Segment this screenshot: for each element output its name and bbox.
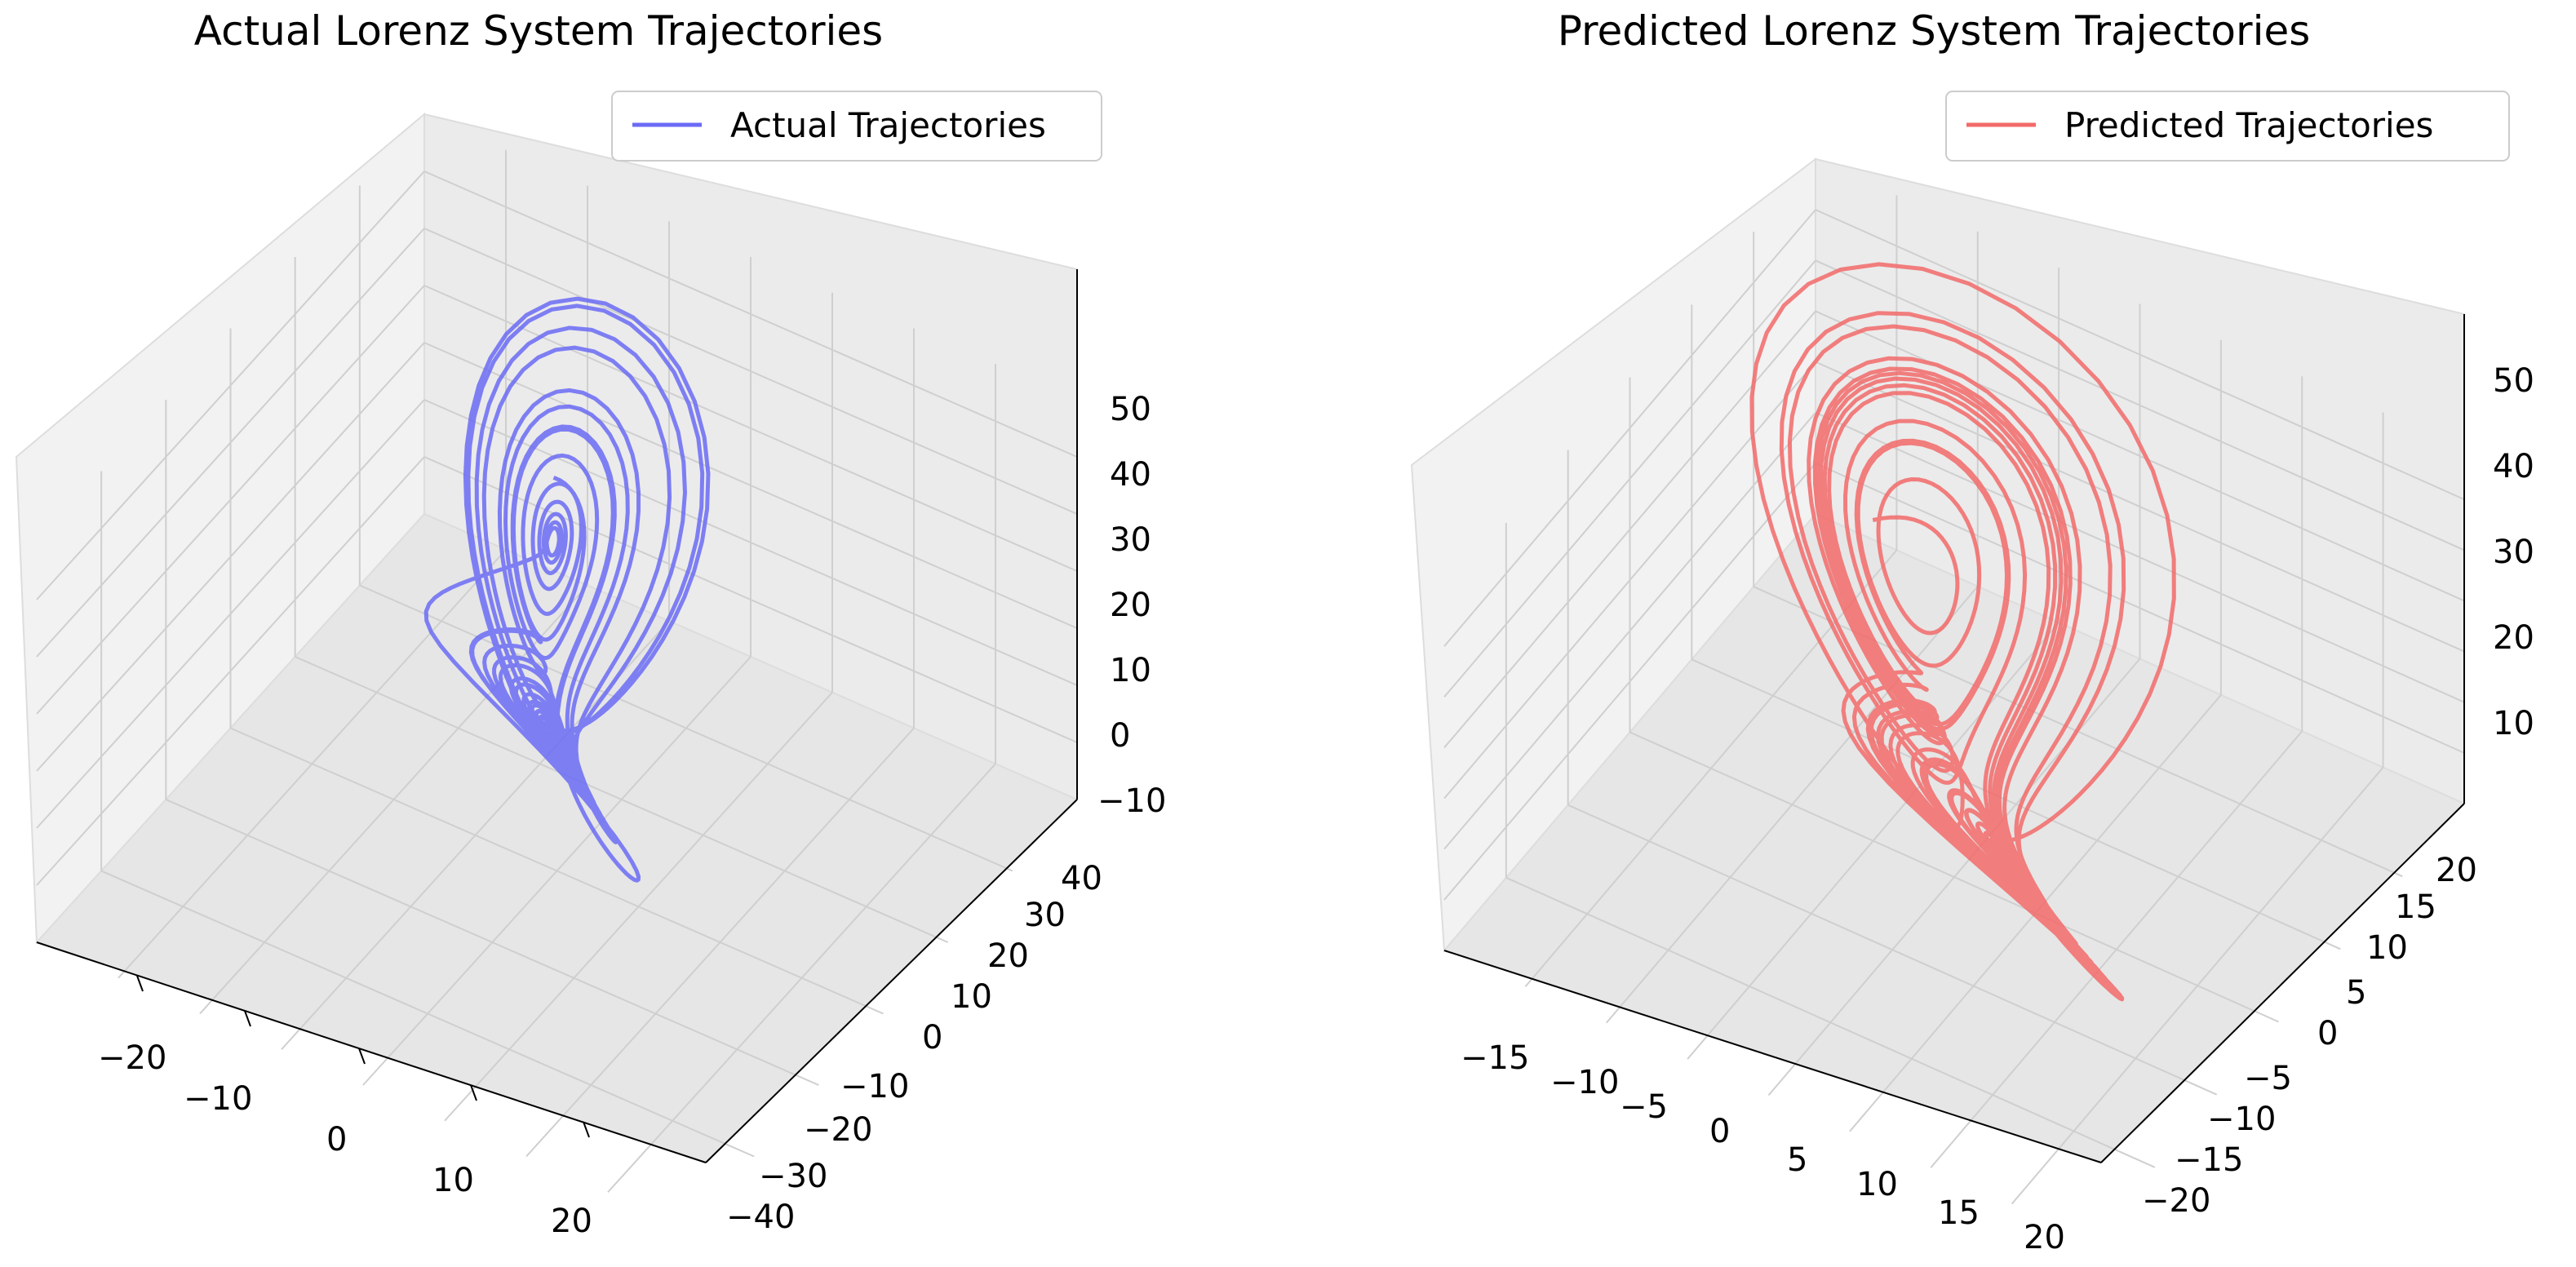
predicted-x-tick-label: 0 [1709,1113,1730,1150]
gridline [423,228,1078,515]
predicted-y-tick-label: −15 [2175,1141,2243,1179]
actual-y-tick-label: 30 [1024,897,1066,934]
actual-legend-label: Actual Trajectories [730,105,1046,145]
actual-y-ticks: −40 −30 −20 −10 0 10 20 30 40 [726,860,1102,1236]
actual-y-tick-label: 20 [987,937,1029,975]
predicted-x-ticks: −15 −10 −5 0 5 10 15 20 [1461,1039,2065,1256]
gridline [117,549,507,979]
gridline [1443,259,1816,698]
gridline [1815,462,2465,754]
gridline [607,763,996,1193]
actual-y-tick-label: −10 [840,1068,909,1105]
gridline [1930,730,2303,1168]
actual-z-tick-label: 50 [1110,391,1151,428]
predicted-y-tick-label: −10 [2207,1101,2276,1138]
actual-x-tick-label: −10 [184,1080,252,1118]
predicted-legend: Predicted Trajectories [1945,91,2510,162]
actual-x-axis-line [36,941,707,1163]
actual-x-tick-label: 10 [432,1162,474,1199]
gridline [1815,209,2465,501]
actual-z-tick-label: 30 [1110,521,1151,559]
gridline [36,456,425,886]
predicted-y-tick-label: 20 [2436,852,2477,889]
predicted-chart-title: Predicted Lorenz System Trajectories [1558,7,2311,55]
gridline [444,692,833,1122]
actual-chart-title: Actual Lorenz System Trajectories [194,7,883,55]
actual-x-ticks: −20 −10 0 10 20 [98,975,592,1240]
gridline [1815,411,2465,703]
predicted-z-tick-label: 40 [2493,448,2534,485]
gridline [1815,361,2465,653]
predicted-z-tick-label: 10 [2493,705,2534,742]
trajectory-path [1749,262,2176,1002]
gridline [423,285,1078,572]
gridline [36,228,425,658]
gridline [423,342,1078,629]
predicted-y-tick-label: −20 [2142,1182,2210,1220]
predicted-legend-label: Predicted Trajectories [2064,105,2433,145]
actual-y-axis-line [705,799,1078,1163]
gridline [2011,766,2384,1205]
actual-trajectory-line [423,296,711,883]
predicted-x-tick-label: 20 [2024,1219,2065,1256]
gridline [362,656,752,1086]
actual-z-ticks: −10 0 10 20 30 40 50 [1097,391,1166,820]
predicted-trajectory-line [1749,262,2176,1002]
predicted-y-tick-label: −5 [2244,1060,2292,1097]
actual-subplot: Actual Lorenz System Trajectories −20 −1… [15,7,1166,1240]
gridline [1815,259,2465,552]
predicted-z-tick-label: 30 [2493,534,2534,571]
actual-y-tick-label: −40 [726,1198,795,1236]
gridline [1443,463,1816,901]
actual-gridlines [36,149,1078,1193]
actual-y-tick-label: 10 [951,978,992,1016]
gridline [1443,209,1816,647]
predicted-y-tick-label: 5 [2346,974,2366,1012]
actual-z-tick-label: 40 [1110,456,1151,494]
predicted-x-tick-label: 15 [1938,1194,1980,1232]
gridline [423,171,1078,458]
gridline [36,171,425,600]
predicted-y-tick-label: 10 [2366,929,2408,967]
actual-z-tick-label: 20 [1110,587,1151,624]
predicted-z-tick-label: 20 [2493,619,2534,657]
gridline [36,285,425,715]
actual-x-tick-label: 0 [326,1121,347,1158]
predicted-z-tick-label: 50 [2493,362,2534,400]
actual-y-tick-label: 40 [1061,860,1102,897]
actual-y-tick-label: −30 [759,1158,827,1195]
predicted-x-tick-label: −15 [1461,1039,1529,1077]
actual-legend: Actual Trajectories [611,91,1102,162]
actual-z-tick-label: 0 [1110,717,1130,755]
predicted-y-tick-label: 0 [2317,1015,2338,1052]
gridline [423,456,1078,743]
predicted-x-axis-line [1443,950,2102,1163]
gridline [525,727,915,1158]
actual-y-tick-label: 0 [922,1019,942,1057]
gridline [36,399,425,829]
predicted-y-ticks: −20 −15 −10 −5 0 5 10 15 20 [2142,852,2477,1220]
actual-x-tick-label: 20 [551,1203,592,1240]
actual-x-tick-label: −20 [98,1039,166,1077]
predicted-y-tick-label: 15 [2395,888,2436,926]
actual-z-tick-label: −10 [1097,782,1166,820]
gridline [36,342,425,772]
actual-z-tick-label: 10 [1110,652,1151,689]
actual-y-tick-label: −20 [804,1111,872,1149]
predicted-x-tick-label: 10 [1856,1166,1898,1203]
predicted-x-tick-label: 5 [1787,1141,1807,1179]
predicted-z-ticks: 10 20 30 40 50 [2493,362,2534,742]
predicted-y-axis-line [2100,803,2465,1163]
gridline [1443,412,1816,850]
gridline [1815,310,2465,602]
gridline [1687,622,2059,1060]
predicted-x-tick-label: −5 [1620,1088,1668,1126]
trajectory-path [423,296,711,883]
predicted-subplot: Predicted Lorenz System Trajectories −15… [1410,7,2534,1256]
predicted-x-tick-label: −10 [1550,1064,1619,1101]
